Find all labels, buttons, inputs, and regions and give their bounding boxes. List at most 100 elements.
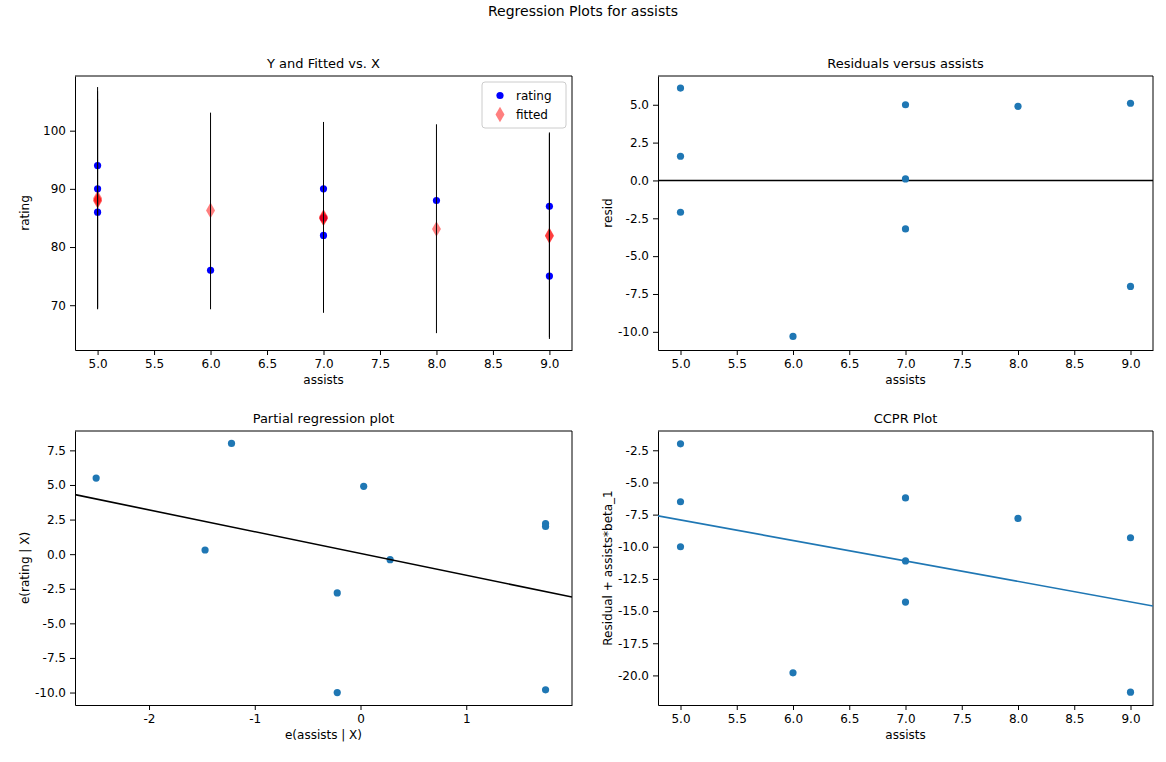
x-tick-label: 9.0 — [540, 357, 559, 371]
x-tick: 5.0 — [89, 350, 108, 371]
y-tick-mark — [70, 554, 75, 555]
x-tick: 6.0 — [201, 350, 220, 371]
interval-bar — [323, 123, 324, 311]
y-tick: 5.0 — [630, 98, 658, 112]
point — [677, 543, 684, 550]
frame-right — [1153, 431, 1154, 705]
y-axis-title: rating — [18, 195, 32, 231]
y-tick-label: 70 — [51, 299, 66, 313]
interval-bar — [436, 124, 437, 333]
y-axis-line — [75, 77, 76, 351]
legend-marker — [496, 107, 505, 123]
y-tick-label: -7.5 — [43, 651, 66, 665]
frame-right — [572, 431, 573, 705]
x-axis: 5.05.56.06.57.07.58.08.59.0 — [76, 350, 573, 371]
x-tick-mark — [466, 705, 467, 710]
frame-top — [75, 431, 572, 432]
y-tick-label: 90 — [51, 182, 66, 196]
x-tick: 0 — [357, 705, 365, 726]
y-tick: 5.0 — [47, 478, 75, 492]
x-tick: 7.5 — [953, 705, 972, 726]
y-tick-mark — [653, 579, 658, 580]
y-axis: -10.0-7.5-5.0-2.50.02.55.07.5 — [35, 432, 76, 706]
point — [902, 175, 909, 182]
y-tick: 7.5 — [47, 444, 75, 458]
x-tick: 5.0 — [671, 705, 690, 726]
y-tick-mark — [70, 520, 75, 521]
x-tick: 9.0 — [1121, 705, 1140, 726]
x-tick-mark — [380, 350, 381, 355]
y-tick-label: -5.0 — [626, 249, 649, 263]
x-tick: 5.5 — [728, 350, 747, 371]
point — [902, 494, 909, 501]
y-tick: -5.0 — [626, 476, 658, 490]
point — [1127, 100, 1134, 107]
x-axis: 5.05.56.06.57.07.58.08.59.0 — [659, 705, 1154, 726]
y-tick-label: 7.5 — [47, 444, 66, 458]
y-tick-mark — [653, 450, 658, 451]
x-tick: 6.5 — [840, 705, 859, 726]
x-tick-label: 8.0 — [427, 357, 446, 371]
y-tick-mark — [653, 180, 658, 181]
point — [902, 598, 909, 605]
x-tick-label: 6.5 — [840, 712, 859, 726]
x-tick-label: -2 — [144, 712, 156, 726]
y-tick: 0.0 — [47, 548, 75, 562]
y-tick: -7.5 — [626, 508, 658, 522]
x-tick: 5.5 — [728, 705, 747, 726]
y-tick-label: -5.0 — [43, 617, 66, 631]
x-tick-mark — [681, 705, 682, 710]
y-axis: 708090100 — [43, 77, 75, 351]
y-tick-label: 5.0 — [630, 98, 649, 112]
x-tick: 5.5 — [145, 350, 164, 371]
panel: 5.05.56.06.57.07.58.08.59.0-10.0-7.5-5.0… — [601, 56, 1154, 387]
y-tick: -10.0 — [35, 686, 75, 700]
point — [360, 483, 367, 490]
y-tick-label: 5.0 — [47, 478, 66, 492]
x-tick-label: 7.5 — [953, 357, 972, 371]
y-tick: 90 — [51, 182, 75, 196]
x-tick-mark — [793, 350, 794, 355]
y-tick: 70 — [51, 299, 75, 313]
x-tick: -2 — [144, 705, 156, 726]
y-tick-label: 2.5 — [630, 136, 649, 150]
interval-bar — [323, 124, 324, 312]
x-tick: 6.5 — [258, 350, 277, 371]
interval-bar — [549, 134, 550, 338]
y-tick-mark — [653, 218, 658, 219]
x-tick-label: 9.0 — [1121, 357, 1140, 371]
x-tick-label: 7.0 — [896, 712, 915, 726]
figure-title: Regression Plots for assists — [488, 3, 678, 19]
y-tick-mark — [653, 294, 658, 295]
x-tick-mark — [737, 350, 738, 355]
x-tick-mark — [681, 350, 682, 355]
x-tick: 8.5 — [1065, 705, 1084, 726]
plot-area — [75, 440, 572, 696]
x-tick: 8.0 — [1009, 350, 1028, 371]
y-tick-label: -12.5 — [618, 572, 649, 586]
x-tick-mark — [906, 350, 907, 355]
y-tick-label: -10.0 — [618, 540, 649, 554]
x-tick-label: 7.0 — [314, 357, 333, 371]
y-tick: -7.5 — [626, 287, 658, 301]
y-axis-title: e(rating | X) — [18, 532, 32, 604]
y-tick-mark — [70, 305, 75, 306]
frame-right — [1153, 76, 1154, 350]
x-tick-mark — [324, 350, 325, 355]
x-tick-mark — [1131, 350, 1132, 355]
y-tick-label: -7.5 — [626, 287, 649, 301]
point — [902, 101, 909, 108]
x-tick-mark — [211, 350, 212, 355]
x-tick: 7.0 — [896, 350, 915, 371]
x-tick: 9.0 — [540, 350, 559, 371]
y-tick-mark — [653, 105, 658, 106]
frame-top — [75, 76, 572, 77]
point — [542, 523, 549, 530]
x-tick: 1 — [463, 705, 471, 726]
x-tick: 7.5 — [953, 350, 972, 371]
point — [542, 686, 549, 693]
frame-top — [658, 431, 1153, 432]
x-tick-label: 8.0 — [1009, 712, 1028, 726]
point — [677, 498, 684, 505]
point — [902, 225, 909, 232]
